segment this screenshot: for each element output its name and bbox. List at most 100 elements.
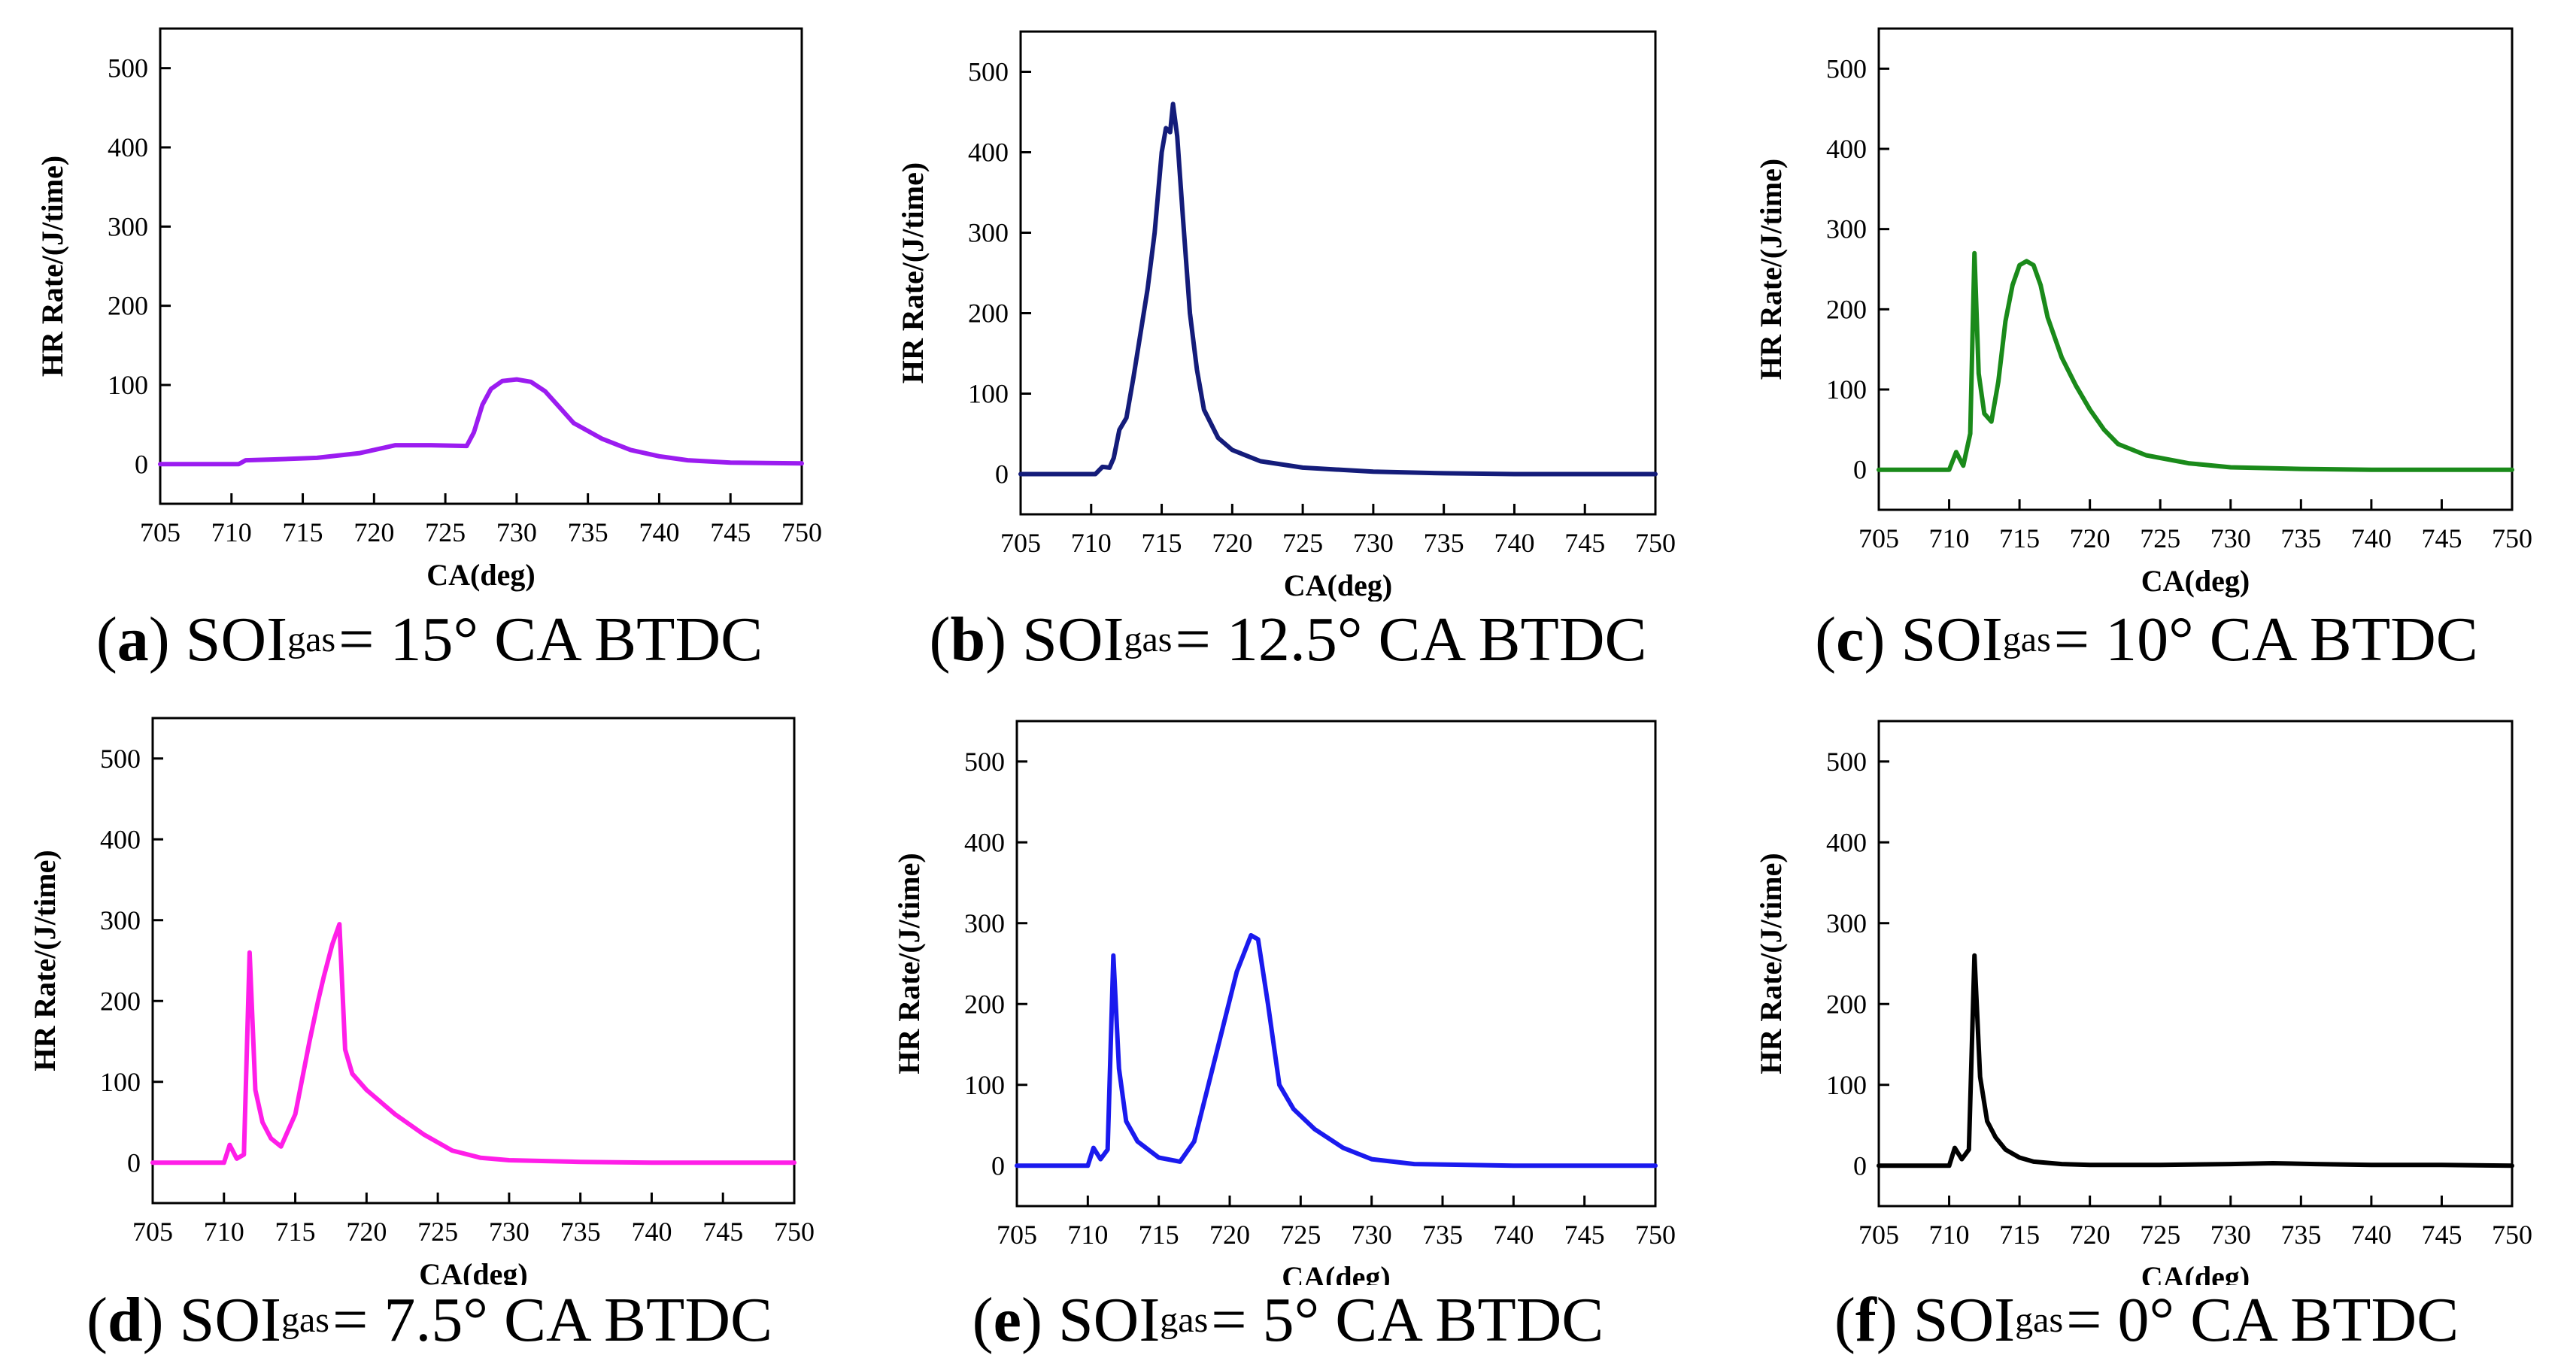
caption-rest: = 12.5° CA BTDC — [1175, 604, 1647, 674]
caption-paren-open: ( — [96, 604, 117, 674]
x-tick-label: 725 — [2140, 523, 2180, 553]
x-axis-label: CA(deg) — [2141, 564, 2250, 598]
caption-rest: = 5° CA BTDC — [1211, 1284, 1604, 1355]
y-tick-label: 0 — [127, 1147, 141, 1178]
y-axis-label: HR Rate/(J/time) — [892, 853, 926, 1074]
y-tick-label: 0 — [1853, 1150, 1867, 1181]
caption-paren-open: ( — [929, 604, 951, 674]
chart-d: 705 710 715 720 725 730 735 740 745 750 0 100 200 300… — [28, 717, 815, 1285]
hr-rate-series-line — [1877, 250, 2514, 472]
x-tick-label: 735 — [560, 1217, 601, 1247]
y-tick-label: 100 — [1826, 374, 1867, 405]
x-tick-label: 750 — [1635, 1220, 1676, 1250]
y-tick-label: 0 — [991, 1150, 1005, 1181]
y-tick-label: 400 — [100, 824, 141, 854]
x-axis-label: CA(deg) — [426, 558, 535, 592]
x-tick-label: 750 — [774, 1217, 815, 1247]
x-tick-label: 710 — [1929, 523, 1970, 553]
x-tick-label: 740 — [1494, 528, 1534, 558]
x-tick-label: 705 — [1858, 1220, 1899, 1250]
x-tick-label: 720 — [353, 517, 394, 547]
y-tick-label: 500 — [1826, 53, 1867, 83]
y-tick-label: 100 — [968, 379, 1009, 409]
y-axis-label: HR Rate/(J/time) — [35, 156, 69, 377]
y-tick-label: 100 — [964, 1070, 1005, 1100]
caption-letter: e — [993, 1284, 1021, 1355]
x-tick-label: 745 — [710, 517, 751, 547]
y-tick-label: 200 — [1826, 294, 1867, 324]
hr-rate-series-line — [150, 922, 796, 1165]
y-tick-label: 400 — [964, 827, 1005, 857]
x-tick-label: 730 — [1353, 528, 1394, 558]
caption-e: (e) SOI gas = 5° CA BTDC — [859, 1278, 1717, 1361]
x-tick-label: 715 — [283, 517, 323, 547]
y-tick-label: 300 — [100, 905, 141, 935]
x-tick-label: 715 — [1999, 523, 2040, 553]
x-tick-label: 720 — [1209, 1220, 1250, 1250]
x-tick-label: 710 — [1071, 528, 1112, 558]
caption-letter: d — [107, 1284, 143, 1355]
caption-subscript: gas — [281, 1299, 329, 1340]
x-tick-label: 735 — [1422, 1220, 1463, 1250]
caption-d: (d) SOI gas = 7.5° CA BTDC — [0, 1278, 859, 1361]
caption-letter: f — [1855, 1284, 1877, 1355]
x-tick-label: 740 — [1493, 1220, 1534, 1250]
caption-main: SOI — [1913, 1284, 2016, 1355]
x-tick-label: 720 — [2070, 523, 2110, 553]
x-tick-label: 745 — [2421, 1220, 2462, 1250]
x-axis-label: CA(deg) — [1284, 568, 1392, 602]
y-tick-label: 0 — [135, 449, 148, 479]
x-tick-label: 745 — [1564, 528, 1605, 558]
caption-paren-close: ) — [1864, 604, 1901, 674]
x-tick-label: 715 — [1142, 528, 1182, 558]
x-tick-label: 720 — [346, 1217, 387, 1247]
x-tick-label: 730 — [2210, 1220, 2251, 1250]
x-axis-label: CA(deg) — [2141, 1260, 2250, 1285]
y-tick-label: 200 — [964, 989, 1005, 1019]
x-tick-label: 725 — [2140, 1220, 2180, 1250]
chart-a: 705 710 715 720 725 730 735 740 745 750 0 100 200 300… — [35, 27, 822, 592]
chart-e: 705 710 715 720 725 730 735 740 745 750 0 100 200 300… — [892, 720, 1676, 1285]
x-tick-label: 725 — [1282, 528, 1323, 558]
chart-c: 705 710 715 720 725 730 735 740 745 750 0 100 200 300… — [1754, 27, 2532, 598]
caption-paren-open: ( — [1834, 1284, 1855, 1355]
x-tick-label: 715 — [275, 1217, 316, 1247]
x-tick-label: 750 — [2492, 523, 2532, 553]
caption-rest: = 15° CA BTDC — [338, 604, 763, 674]
plot-frame — [1877, 27, 2514, 511]
plot-frame — [1019, 30, 1657, 516]
x-tick-label: 710 — [211, 517, 252, 547]
caption-paren-open: ( — [1815, 604, 1837, 674]
caption-paren-close: ) — [985, 604, 1023, 674]
x-tick-label: 735 — [2280, 523, 2321, 553]
caption-rest: = 0° CA BTDC — [2066, 1284, 2459, 1355]
caption-paren-open: ( — [972, 1284, 994, 1355]
caption-subscript: gas — [1124, 619, 1173, 659]
caption-letter: a — [117, 604, 149, 674]
x-tick-label: 710 — [204, 1217, 244, 1247]
y-tick-label: 500 — [108, 53, 148, 83]
caption-rest: = 10° CA BTDC — [2053, 604, 2478, 674]
x-tick-label: 750 — [2492, 1220, 2532, 1250]
y-tick-label: 300 — [1826, 908, 1867, 938]
caption-main: SOI — [1022, 604, 1124, 674]
x-tick-label: 740 — [639, 517, 679, 547]
x-tick-label: 735 — [2280, 1220, 2321, 1250]
y-tick-label: 200 — [968, 299, 1009, 329]
y-tick-label: 400 — [968, 138, 1009, 168]
x-axis-label: CA(deg) — [419, 1257, 527, 1285]
x-tick-label: 730 — [489, 1217, 529, 1247]
x-tick-label: 715 — [1139, 1220, 1179, 1250]
x-tick-label: 710 — [1067, 1220, 1108, 1250]
plot-frame — [159, 27, 803, 505]
x-tick-label: 730 — [496, 517, 537, 547]
plot-frame — [151, 717, 796, 1205]
caption-subscript: gas — [2015, 1299, 2064, 1340]
x-tick-label: 745 — [702, 1217, 743, 1247]
y-axis-label: HR Rate/(J/time) — [896, 162, 930, 383]
x-tick-label: 750 — [1635, 528, 1676, 558]
x-tick-label: 740 — [631, 1217, 672, 1247]
hr-rate-series-line — [158, 377, 804, 467]
x-tick-label: 725 — [425, 517, 466, 547]
